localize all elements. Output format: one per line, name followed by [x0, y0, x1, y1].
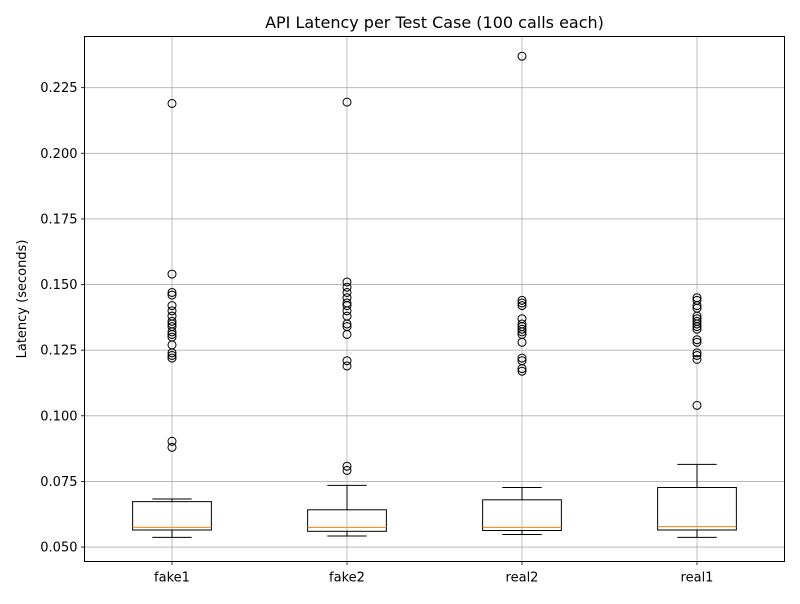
box-iqr: [307, 509, 387, 532]
outlier-point: [692, 354, 702, 364]
outlier-point: [692, 295, 702, 305]
outlier-point: [517, 51, 527, 61]
x-tick-label: fake2: [329, 571, 365, 586]
outlier-point: [517, 366, 527, 376]
y-tick-label: 0.050: [40, 541, 77, 556]
y-tick-label: 0.175: [40, 212, 77, 227]
outlier-point: [167, 98, 177, 108]
outlier-point: [517, 314, 527, 324]
y-tick-label: 0.150: [40, 278, 77, 293]
outlier-point: [692, 348, 702, 358]
outlier-point: [167, 269, 177, 279]
x-tick-label: real2: [506, 571, 539, 586]
plot-frame: [84, 36, 785, 562]
y-tick-label: 0.100: [40, 409, 77, 424]
outlier-point: [692, 335, 702, 345]
box-group-real1: [657, 293, 737, 538]
outlier-point: [342, 361, 352, 371]
outlier-point: [167, 311, 177, 321]
box-group-fake2: [307, 97, 387, 537]
y-tick-label: 0.075: [40, 475, 77, 490]
outlier-point: [167, 332, 177, 342]
outlier-point: [342, 282, 352, 292]
outlier-point: [342, 97, 352, 107]
outlier-point: [517, 356, 527, 366]
y-tick-label: 0.125: [40, 344, 77, 359]
outlier-point: [517, 295, 527, 305]
outlier-point: [342, 311, 352, 321]
outlier-point: [342, 465, 352, 475]
outlier-point: [167, 436, 177, 446]
outlier-point: [167, 322, 177, 332]
outlier-point: [167, 287, 177, 297]
box-group-fake1: [132, 98, 212, 538]
outlier-point: [167, 442, 177, 452]
outlier-point: [342, 322, 352, 332]
outlier-point: [517, 301, 527, 311]
outlier-point: [342, 293, 352, 303]
box-iqr: [482, 499, 562, 532]
y-axis-label: Latency (seconds): [15, 240, 30, 359]
outlier-point: [517, 319, 527, 329]
outlier-point: [167, 290, 177, 300]
outlier-point: [342, 277, 352, 287]
x-tick-label: real1: [681, 571, 714, 586]
y-tick-label: 0.200: [40, 147, 77, 162]
outlier-point: [692, 314, 702, 324]
outlier-point: [167, 353, 177, 363]
outlier-point: [692, 337, 702, 347]
y-tick-label: 0.225: [40, 81, 77, 96]
outlier-point: [167, 350, 177, 360]
outlier-point: [342, 298, 352, 308]
outlier-point: [517, 353, 527, 363]
outlier-point: [342, 356, 352, 366]
outlier-point: [692, 293, 702, 303]
x-tick-label: fake1: [154, 571, 190, 586]
box-iqr: [132, 501, 212, 531]
box-layer: [132, 51, 737, 538]
chart-title: API Latency per Test Case (100 calls eac…: [265, 13, 604, 32]
box-iqr: [657, 486, 737, 531]
outlier-point: [517, 324, 527, 334]
outlier-point: [342, 461, 352, 471]
outlier-point: [692, 350, 702, 360]
outlier-point: [167, 306, 177, 316]
axis-layer: 0.050 0.075 0.100 0.125 0.150 0.175 0.200 0.225…: [40, 81, 713, 585]
outlier-point: [167, 301, 177, 311]
outlier-point: [692, 400, 702, 410]
outlier-point: [692, 316, 702, 326]
outlier-point: [167, 316, 177, 326]
outlier-point: [342, 287, 352, 297]
box-group-real2: [482, 51, 562, 535]
outlier-point: [517, 298, 527, 308]
